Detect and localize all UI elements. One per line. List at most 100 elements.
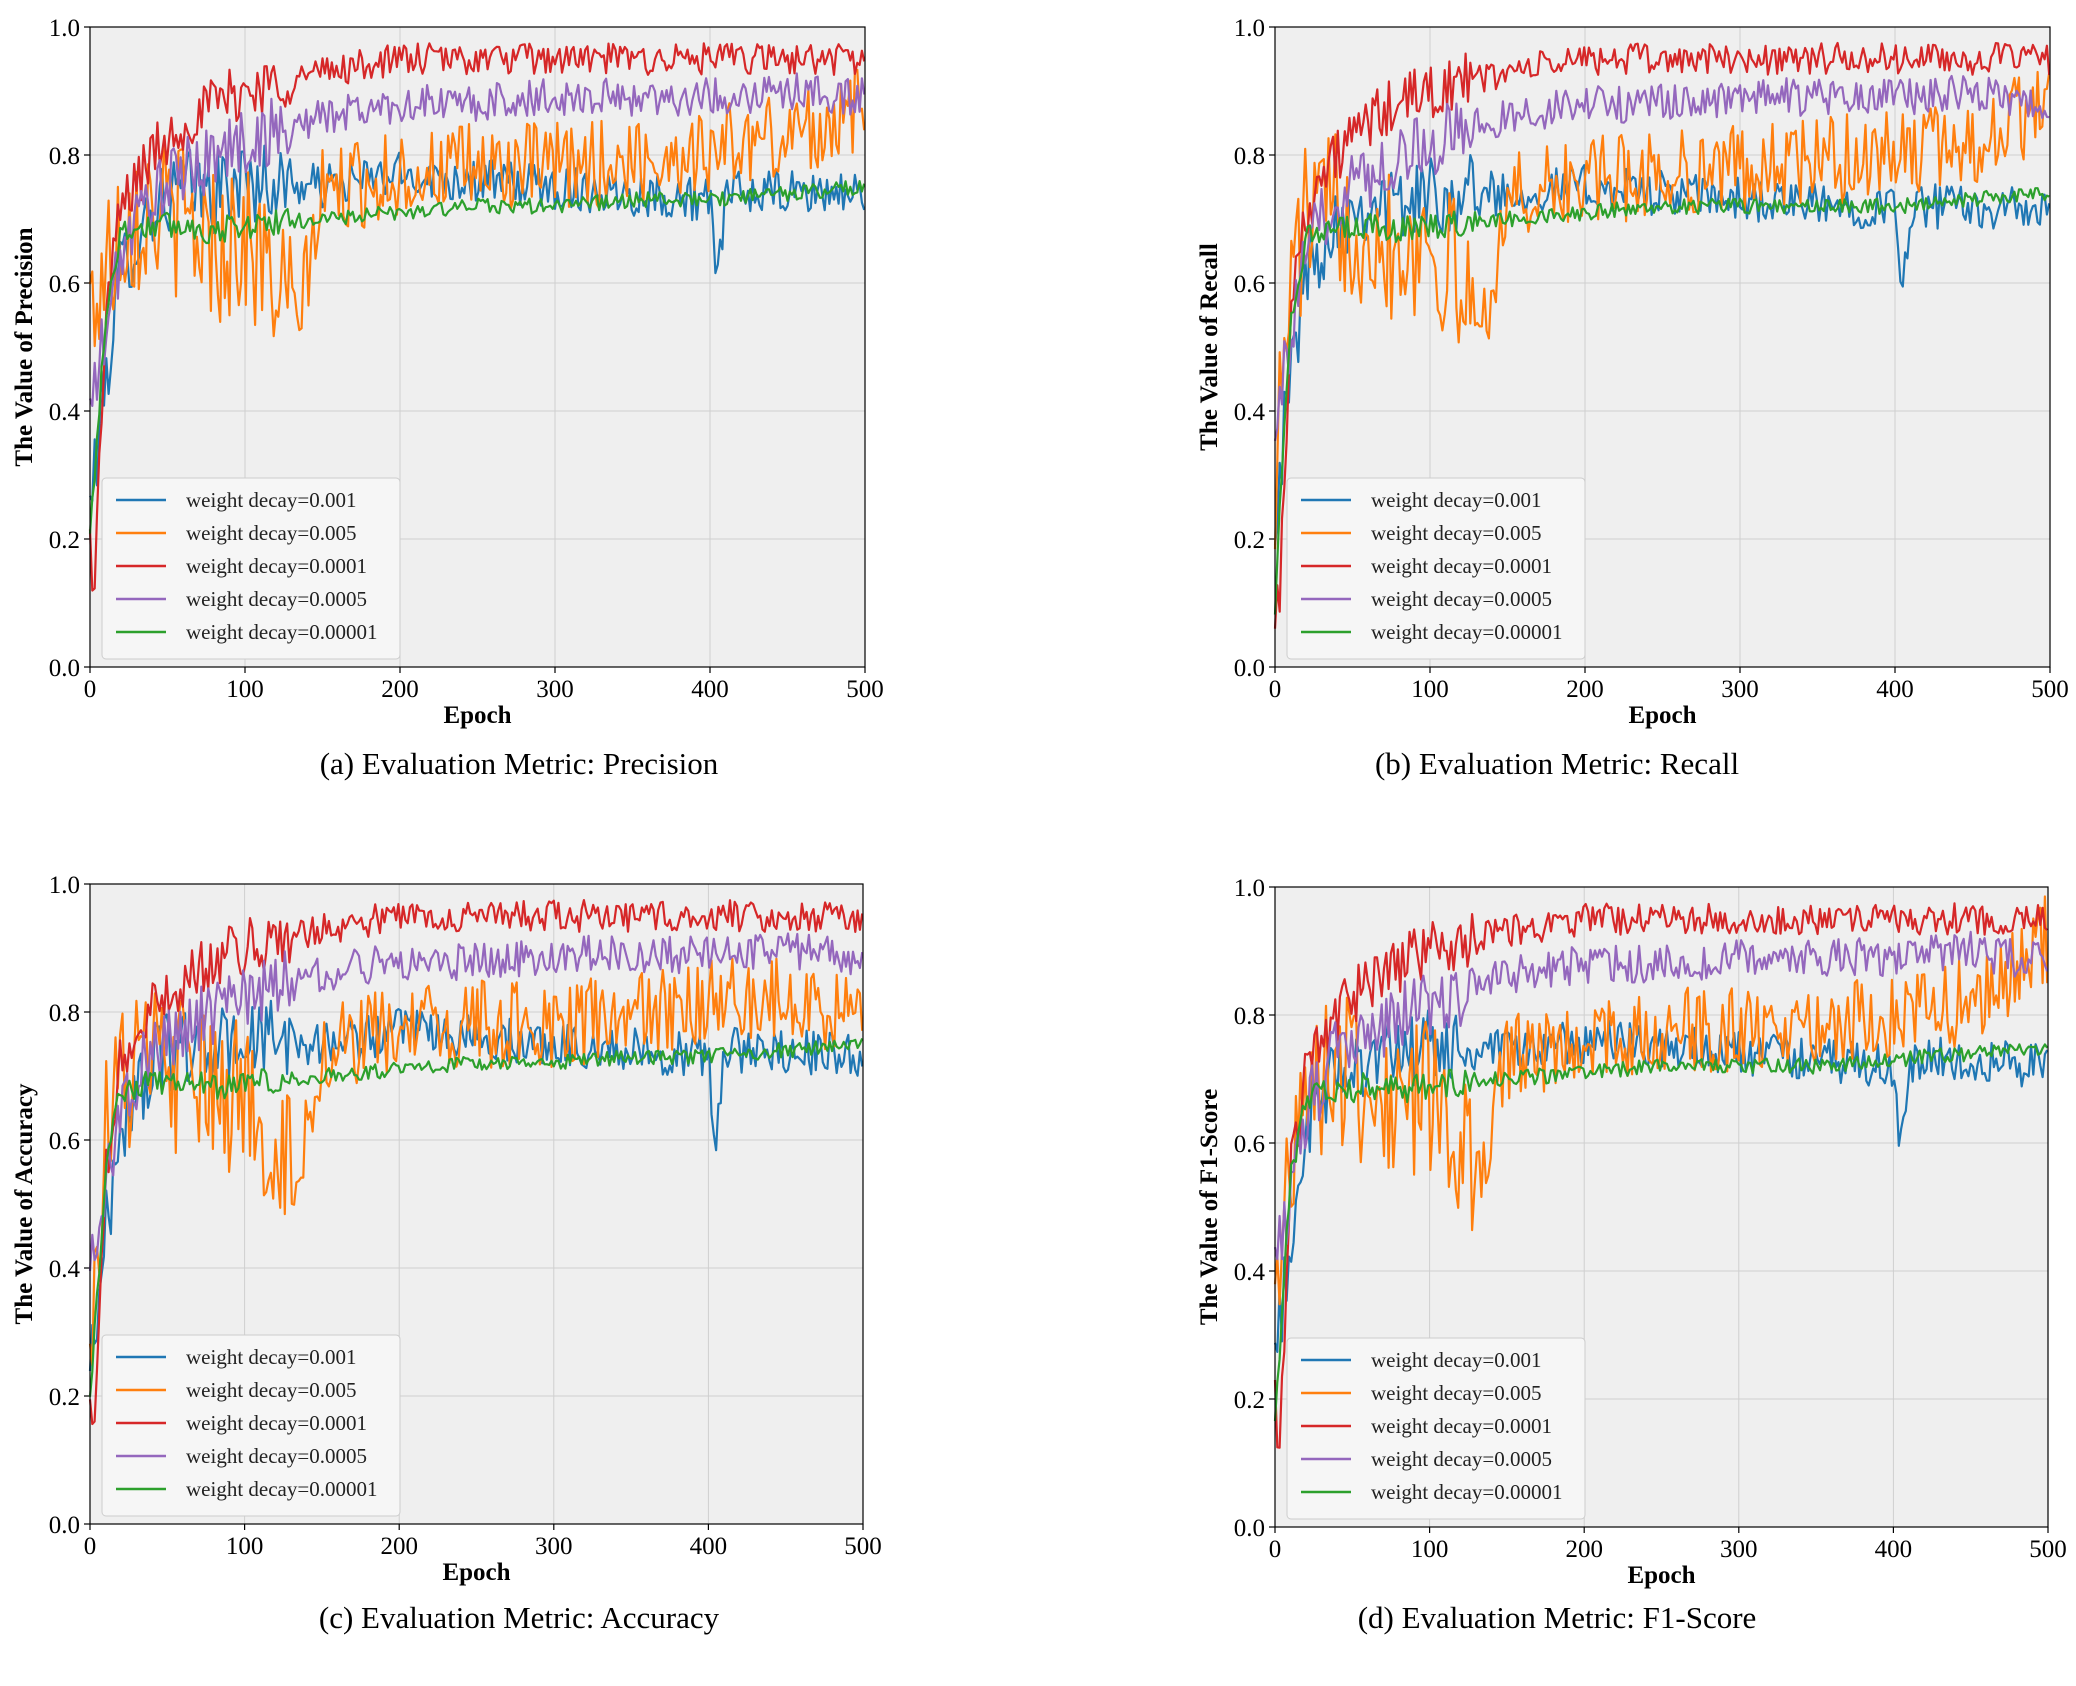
y-axis-title: The Value of Precision: [11, 227, 38, 466]
x-axis-title: Epoch: [443, 702, 511, 729]
x-tick-label: 100: [1411, 1536, 1449, 1563]
series-line: [1273, 187, 2050, 615]
panel-precision: 0 100 200 300 400 500 0.0 0.2 0.4 0.6 0.8 1.0 Epoch T…: [0, 0, 1038, 826]
series-line: [88, 72, 866, 407]
y-tick-label: 0.8: [1234, 1003, 1265, 1030]
y-tick-label: 0.4: [49, 1256, 81, 1283]
series-line: [1273, 902, 2048, 1449]
series-line: [88, 68, 866, 348]
series-line: [1273, 74, 2050, 441]
x-tick-label: 200: [1566, 676, 1604, 703]
caption-accuracy: (c) Evaluation Metric: Accuracy: [318, 1600, 720, 1635]
series-line: [88, 957, 864, 1367]
series-line: [88, 42, 866, 592]
y-tick-label: 0.2: [49, 527, 80, 554]
legend-label: weight decay=0.00001: [186, 620, 377, 644]
x-tick-label: 500: [846, 676, 884, 703]
panel-accuracy: 0 100 200 300 400 500 0.0 0.2 0.4 0.6 0.8 1.0 Epoch T…: [0, 860, 1038, 1686]
y-tick-label: 0.8: [49, 143, 80, 170]
legend-label: weight decay=0.0005: [186, 1444, 367, 1468]
x-tick-label: 300: [536, 676, 574, 703]
x-tick-label: 400: [691, 676, 729, 703]
x-tick-label: 0: [1269, 1536, 1282, 1563]
y-tick-label: 1.0: [1234, 15, 1265, 42]
y-tick-label: 0.0: [49, 1512, 80, 1539]
series-line: [1273, 41, 2051, 629]
legend-label: weight decay=0.0001: [186, 554, 367, 578]
x-tick-label: 200: [1565, 1536, 1603, 1563]
y-axis-title: The Value of Recall: [1196, 243, 1223, 451]
x-tick-label: 200: [381, 676, 419, 703]
chart-accuracy: 0 100 200 300 400 500 0.0 0.2 0.4 0.6 0.8 1.0 Epoch T…: [11, 872, 882, 1586]
legend-box: [101, 1334, 401, 1517]
chart-precision: 0 100 200 300 400 500 0.0 0.2 0.4 0.6 0.8 1.0 Epoch T…: [11, 15, 884, 729]
legend-label: weight decay=0.0001: [1371, 1414, 1552, 1438]
series-line: [1273, 70, 2051, 550]
plot-frame: [1274, 26, 2051, 668]
y-tick-label: 0.8: [1234, 143, 1265, 170]
y-axis-title: The Value of F1-Score: [1196, 1089, 1223, 1325]
y-tick-label: 0.0: [1234, 655, 1265, 682]
x-tick-label: 100: [226, 1533, 264, 1560]
y-tick-label: 0.2: [49, 1384, 80, 1411]
series-line: [88, 932, 864, 1272]
y-tick-label: 0.2: [1234, 527, 1265, 554]
x-tick-label: 400: [1875, 1536, 1913, 1563]
chart-f1-score: 0 100 200 300 400 500 0.0 0.2 0.4 0.6 0.8 1.0 Epoch T…: [1196, 875, 2067, 1589]
y-tick-label: 0.2: [1234, 1387, 1265, 1414]
legend-label: weight decay=0.005: [186, 1378, 356, 1402]
x-axis-title: Epoch: [442, 1559, 510, 1586]
plot-frame: [89, 883, 864, 1525]
x-tick-label: 500: [2031, 676, 2069, 703]
series-line: [88, 1037, 864, 1397]
legend-label: weight decay=0.00001: [1371, 620, 1562, 644]
x-tick-label: 500: [2029, 1536, 2067, 1563]
plot-frame: [89, 26, 866, 668]
x-tick-label: 200: [380, 1533, 418, 1560]
series-line: [1273, 930, 2049, 1261]
y-tick-label: 0.8: [49, 1000, 80, 1027]
legend-label: weight decay=0.005: [186, 521, 356, 545]
legend-label: weight decay=0.0001: [1371, 554, 1552, 578]
x-tick-label: 400: [1876, 676, 1914, 703]
legend-box: [1286, 1337, 1586, 1520]
series-line: [1273, 1043, 2049, 1422]
x-tick-label: 300: [535, 1533, 573, 1560]
legend-label: weight decay=0.001: [1371, 1348, 1541, 1372]
x-tick-label: 300: [1721, 676, 1759, 703]
legend-label: weight decay=0.001: [1371, 488, 1541, 512]
legend-label: weight decay=0.005: [1371, 521, 1541, 545]
x-tick-label: 100: [226, 676, 264, 703]
y-tick-label: 0.0: [49, 655, 80, 682]
y-tick-label: 0.6: [1234, 271, 1265, 298]
y-tick-label: 1.0: [49, 15, 80, 42]
y-tick-label: 0.6: [1234, 1131, 1265, 1158]
y-tick-label: 0.6: [49, 1128, 80, 1155]
legend-box: [1286, 477, 1586, 660]
x-axis-title: Epoch: [1627, 1562, 1695, 1589]
x-axis-title: Epoch: [1628, 702, 1696, 729]
legend-label: weight decay=0.0005: [1371, 587, 1552, 611]
y-tick-label: 1.0: [49, 872, 80, 899]
series-line: [88, 180, 866, 534]
x-tick-label: 0: [84, 1533, 97, 1560]
x-tick-label: 400: [690, 1533, 728, 1560]
legend-box: [101, 477, 401, 660]
legend-label: weight decay=0.00001: [186, 1477, 377, 1501]
x-tick-label: 300: [1720, 1536, 1758, 1563]
y-axis-title: The Value of Accuracy: [11, 1083, 38, 1324]
legend-label: weight decay=0.0005: [1371, 1447, 1552, 1471]
legend-label: weight decay=0.005: [1371, 1381, 1541, 1405]
caption-f1-score: (d) Evaluation Metric: F1-Score: [1357, 1600, 1757, 1635]
legend-label: weight decay=0.001: [186, 1345, 356, 1369]
legend-label: weight decay=0.001: [186, 488, 356, 512]
caption-precision: (a) Evaluation Metric: Precision: [319, 746, 719, 781]
legend-label: weight decay=0.0001: [186, 1411, 367, 1435]
x-tick-label: 500: [844, 1533, 882, 1560]
x-tick-label: 0: [84, 676, 97, 703]
chart-recall: 0 100 200 300 400 500 0.0 0.2 0.4 0.6 0.8 1.0 Epoch T…: [1196, 15, 2069, 729]
legend-label: weight decay=0.00001: [1371, 1480, 1562, 1504]
caption-recall: (b) Evaluation Metric: Recall: [1374, 746, 1740, 781]
x-tick-label: 100: [1411, 676, 1449, 703]
y-tick-label: 0.0: [1234, 1515, 1265, 1542]
